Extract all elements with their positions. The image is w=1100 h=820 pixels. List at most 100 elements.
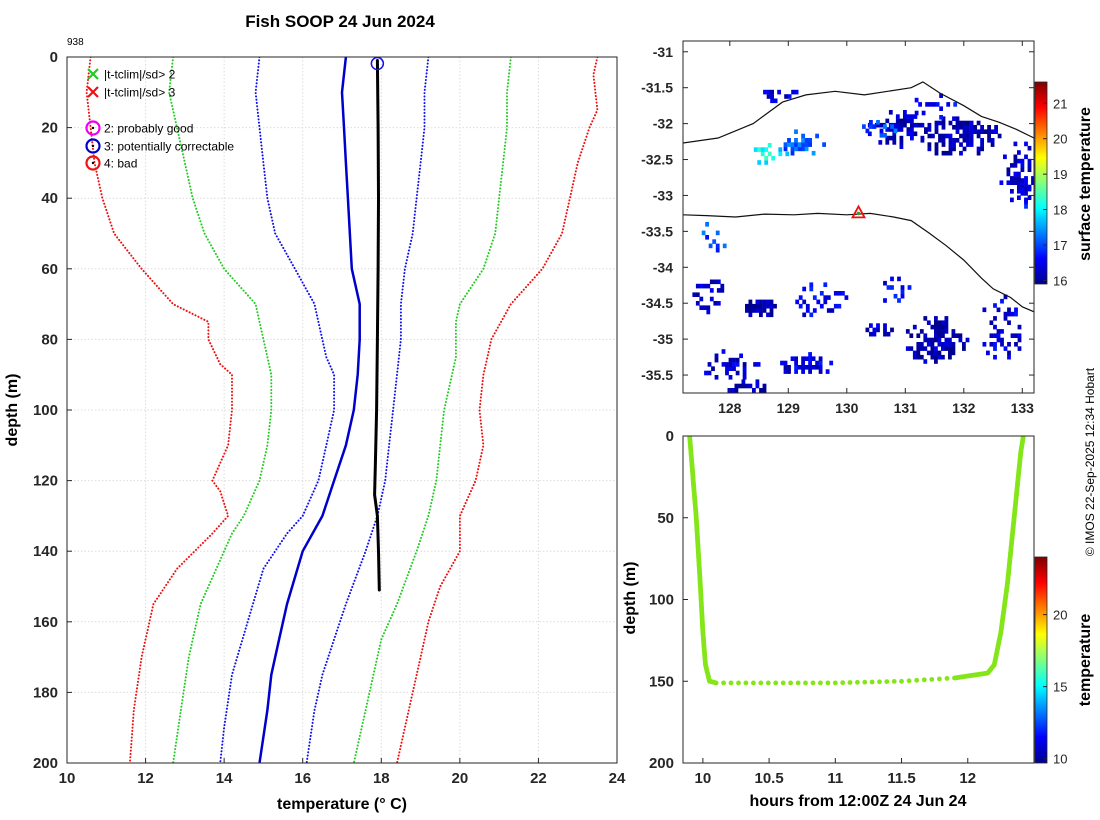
sst-pixel [716, 279, 721, 285]
tick-label-x: 10.5 [754, 770, 783, 787]
sst-pixel [709, 296, 714, 302]
map-panel: 128 129 130 131 132 133 -31 -31.5 -32 -32.5 -33 -33… [641, 40, 1094, 416]
data-point [765, 680, 771, 686]
sst-pixel [883, 124, 887, 129]
sst-pixel [1031, 180, 1034, 185]
sst-pixel [702, 283, 707, 289]
sst-pixel [783, 360, 788, 366]
sst-pixel [976, 133, 981, 139]
sst-pixel [766, 299, 770, 305]
tick-label-y: 160 [33, 614, 58, 631]
sst-pixel [762, 383, 767, 389]
sst-pixel [941, 346, 945, 351]
sst-pixel [720, 283, 725, 289]
sst-pixel [910, 118, 914, 124]
sst-pixel [1000, 298, 1004, 304]
sst-pixel [804, 138, 809, 143]
sst-pixel [833, 291, 838, 296]
sst-pixel [955, 116, 960, 121]
series-clim-1sd [219, 57, 336, 763]
data-point [944, 676, 950, 681]
colorbar-tick-label: 10 [1053, 752, 1067, 767]
tick-label-x: 12 [137, 770, 154, 787]
profile-location-marker [850, 204, 867, 219]
sst-pixel [993, 324, 997, 330]
sst-pixel [773, 303, 777, 309]
sst-pixel [699, 305, 704, 310]
sst-pixel [980, 138, 984, 143]
sst-pixel [731, 388, 735, 393]
data-point [869, 679, 875, 685]
sst-pixel [919, 342, 924, 347]
sst-pixel [801, 133, 805, 139]
data-point [713, 680, 719, 686]
data-point [1020, 436, 1026, 440]
sst-pixel [895, 127, 900, 132]
sst-pixel [923, 337, 928, 343]
sst-pixel [707, 362, 712, 367]
sst-pixel [732, 357, 736, 363]
sst-pixel [728, 357, 733, 363]
sst-pixel [941, 342, 945, 347]
sst-pixel [748, 383, 753, 389]
data-point [810, 680, 816, 686]
sst-pixel [930, 342, 935, 347]
sst-pixel [948, 342, 952, 347]
sst-pixel [787, 94, 792, 99]
sst-pixel [913, 131, 918, 137]
sst-pixel [923, 333, 928, 338]
depth-time-ylabel: depth (m) [622, 562, 639, 635]
sst-pixel [948, 146, 953, 152]
sst-pixel [809, 286, 814, 292]
depth-time-panel: 10 10.5 11 11.5 12 0 50 100 150 200 hours from 12… [622, 428, 1094, 810]
sst-pixel [980, 146, 984, 152]
sst-pixel [735, 357, 740, 363]
sst-pixel [987, 129, 991, 134]
surface-circle-marker [370, 57, 385, 71]
sst-pixel [707, 370, 712, 376]
sst-pixel [1010, 197, 1014, 203]
sst-pixel [937, 333, 942, 338]
sst-pixel [777, 89, 781, 95]
sst-pixel [812, 295, 817, 300]
sst-pixel [829, 360, 834, 366]
sst-pixel [937, 354, 942, 360]
sst-pixel [1017, 176, 1021, 181]
sst-pixel [959, 150, 963, 156]
sst-pixel [790, 356, 795, 361]
sst-pixel [993, 346, 997, 351]
sst-pixel [920, 122, 925, 128]
sst-pixel [755, 303, 760, 309]
tick-label-y: -31.5 [641, 80, 673, 96]
sst-pixel [1027, 158, 1032, 164]
sst-pixel [802, 312, 807, 318]
sst-pixel [705, 222, 709, 227]
sst-pixel [899, 118, 904, 124]
sst-pixel [742, 366, 747, 371]
sst-pixel [1020, 158, 1025, 164]
legend-marker-circle [85, 155, 101, 171]
sst-pixel [1020, 167, 1025, 172]
sst-pixel [1007, 354, 1011, 360]
sst-pixel [965, 337, 970, 343]
sst-pixel [811, 365, 816, 370]
depth-time-xlabel: hours from 12:00Z 24 Jun 24 [750, 793, 967, 810]
sst-pixel [709, 279, 714, 285]
sst-pixel [741, 383, 746, 389]
sst-pixel [701, 230, 706, 236]
tick-label-y: 140 [33, 543, 58, 560]
sst-pixel [808, 352, 812, 357]
data-point [773, 680, 779, 686]
sst-pixel [728, 375, 733, 380]
sst-pixel [818, 365, 823, 370]
tick-label-x: 24 [609, 770, 626, 787]
sst-pixel [931, 133, 935, 139]
depth-time-points [687, 436, 1026, 686]
sst-pixel [966, 138, 970, 143]
data-point [840, 680, 846, 686]
sst-pixel [876, 120, 880, 125]
sst-pixel [987, 138, 991, 143]
sst-pixel [966, 142, 970, 147]
sst-pixel [784, 94, 788, 99]
sst-pixel [951, 350, 956, 356]
